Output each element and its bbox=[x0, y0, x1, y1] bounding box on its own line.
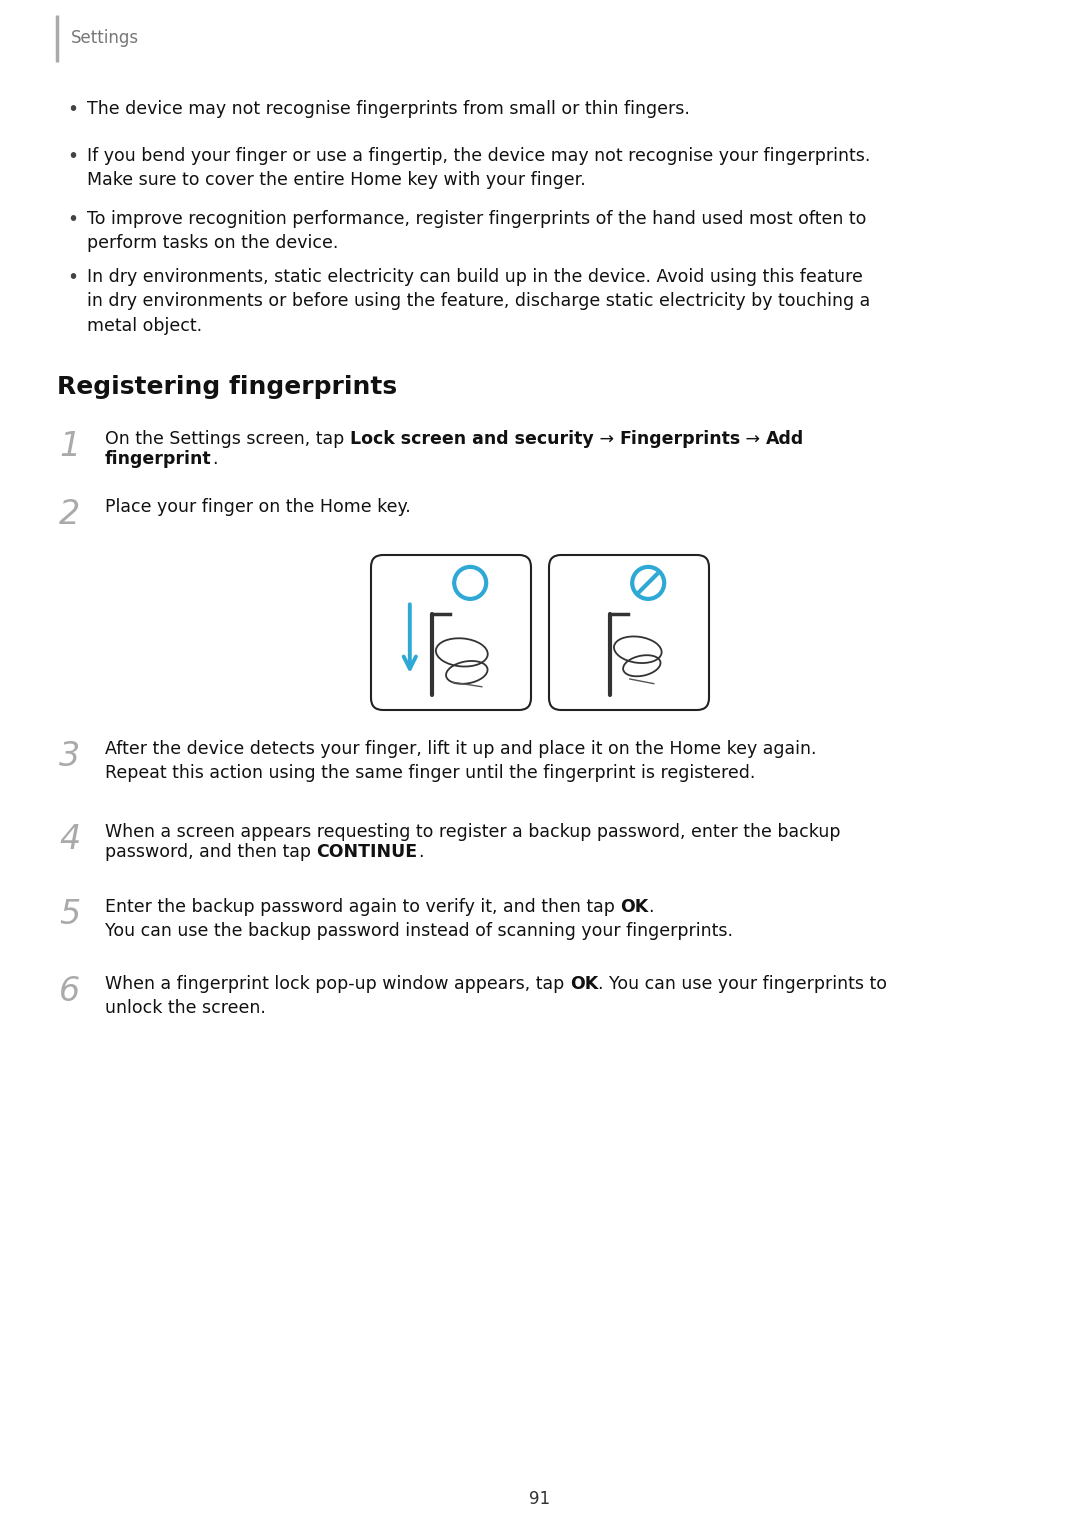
Text: After the device detects your finger, lift it up and place it on the Home key ag: After the device detects your finger, li… bbox=[105, 741, 816, 757]
Text: •: • bbox=[67, 147, 78, 166]
Text: OK: OK bbox=[620, 898, 649, 916]
Text: Settings: Settings bbox=[71, 29, 139, 47]
Text: 1: 1 bbox=[59, 431, 80, 463]
Ellipse shape bbox=[613, 637, 662, 663]
Text: When a screen appears requesting to register a backup password, enter the backup: When a screen appears requesting to regi… bbox=[105, 823, 840, 841]
FancyBboxPatch shape bbox=[549, 554, 708, 710]
Text: 3: 3 bbox=[59, 741, 80, 773]
Ellipse shape bbox=[446, 661, 487, 684]
FancyBboxPatch shape bbox=[372, 554, 531, 710]
Text: unlock the screen.: unlock the screen. bbox=[105, 999, 266, 1017]
Text: OK: OK bbox=[570, 976, 598, 993]
Text: Fingerprints: Fingerprints bbox=[619, 431, 740, 447]
Text: To improve recognition performance, register fingerprints of the hand used most : To improve recognition performance, regi… bbox=[87, 211, 866, 252]
Text: You can use the backup password instead of scanning your fingerprints.: You can use the backup password instead … bbox=[105, 922, 733, 941]
Text: 91: 91 bbox=[529, 1490, 551, 1509]
Text: password, and then tap: password, and then tap bbox=[105, 843, 316, 861]
Text: The device may not recognise fingerprints from small or thin fingers.: The device may not recognise fingerprint… bbox=[87, 99, 690, 118]
Text: Registering fingerprints: Registering fingerprints bbox=[57, 376, 397, 399]
Text: →: → bbox=[740, 431, 766, 447]
Text: In dry environments, static electricity can build up in the device. Avoid using : In dry environments, static electricity … bbox=[87, 269, 870, 334]
Text: When a fingerprint lock pop-up window appears, tap: When a fingerprint lock pop-up window ap… bbox=[105, 976, 570, 993]
Text: Lock screen and security: Lock screen and security bbox=[350, 431, 594, 447]
Text: Enter the backup password again to verify it, and then tap: Enter the backup password again to verif… bbox=[105, 898, 620, 916]
Text: If you bend your finger or use a fingertip, the device may not recognise your fi: If you bend your finger or use a fingert… bbox=[87, 147, 870, 189]
Text: •: • bbox=[67, 211, 78, 229]
Text: →: → bbox=[594, 431, 619, 447]
Text: CONTINUE: CONTINUE bbox=[316, 843, 418, 861]
Text: •: • bbox=[67, 269, 78, 287]
Text: On the Settings screen, tap: On the Settings screen, tap bbox=[105, 431, 350, 447]
Text: 5: 5 bbox=[59, 898, 80, 931]
Text: Place your finger on the Home key.: Place your finger on the Home key. bbox=[105, 498, 410, 516]
Text: Repeat this action using the same finger until the fingerprint is registered.: Repeat this action using the same finger… bbox=[105, 764, 755, 782]
Text: .: . bbox=[649, 898, 654, 916]
Text: . You can use your fingerprints to: . You can use your fingerprints to bbox=[598, 976, 887, 993]
Text: .: . bbox=[212, 450, 217, 467]
Ellipse shape bbox=[436, 638, 488, 666]
Text: 4: 4 bbox=[59, 823, 80, 857]
Ellipse shape bbox=[623, 655, 661, 676]
Text: 6: 6 bbox=[59, 976, 80, 1008]
Text: Add: Add bbox=[766, 431, 804, 447]
Text: 2: 2 bbox=[59, 498, 80, 531]
Text: •: • bbox=[67, 99, 78, 119]
Text: fingerprint: fingerprint bbox=[105, 450, 212, 467]
Text: .: . bbox=[418, 843, 423, 861]
